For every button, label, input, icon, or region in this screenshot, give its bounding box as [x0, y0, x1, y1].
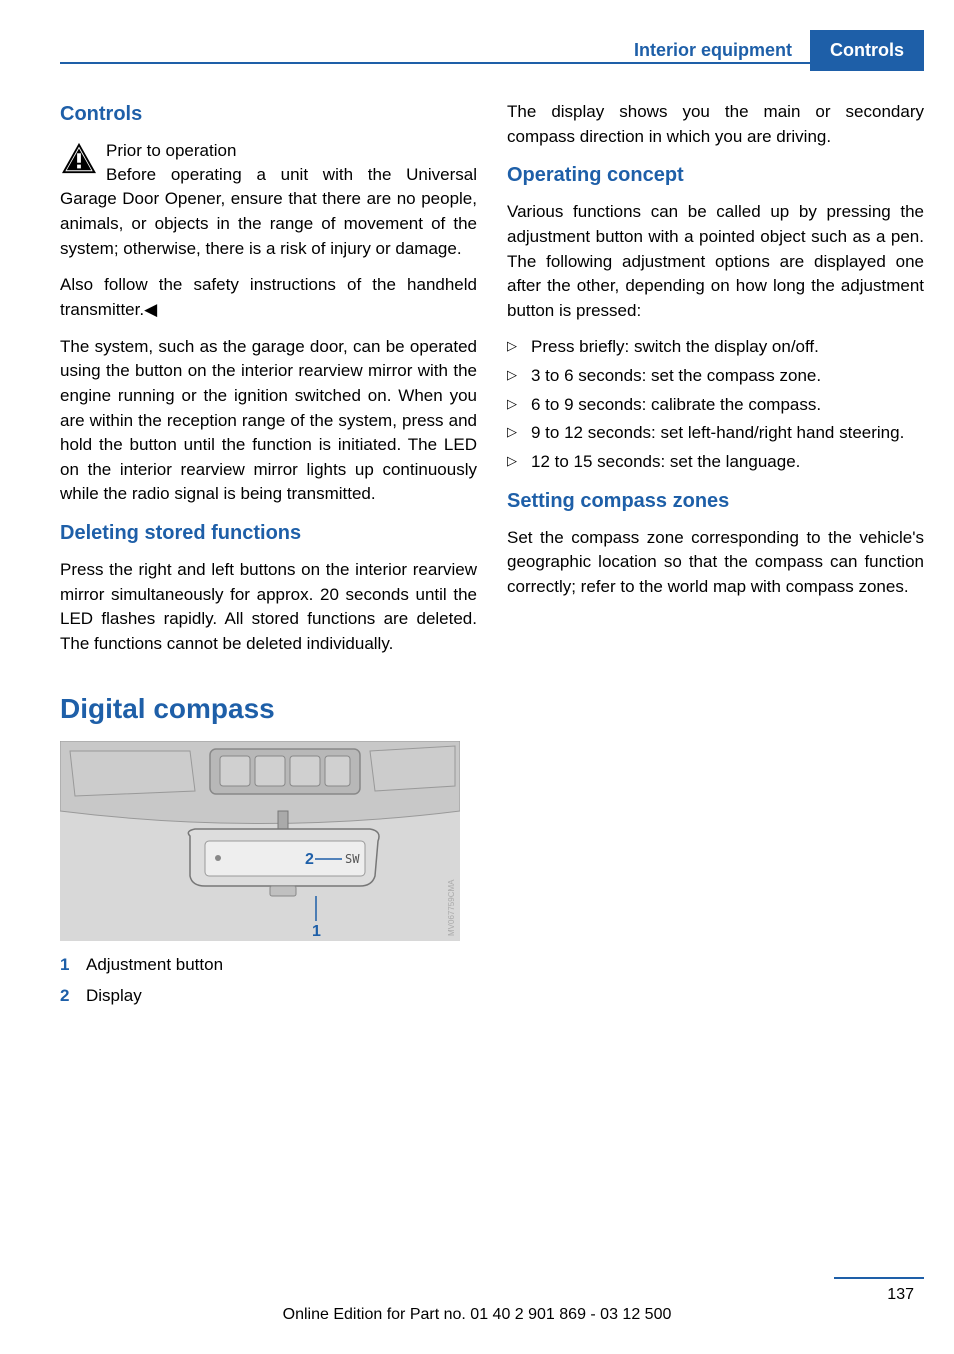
legend-num: 1: [60, 953, 86, 978]
deleting-heading: Deleting stored functions: [60, 519, 477, 548]
right-column: The display shows you the main or second…: [507, 90, 924, 1015]
compass-figure: 2 SW 1 MV067759CMA: [60, 741, 460, 941]
bullet-text: 12 to 15 seconds: set the language.: [531, 450, 924, 475]
compass-heading: Digital compass: [60, 689, 477, 730]
legend-text: Adjustment button: [86, 953, 477, 978]
figure-legend: 1 Adjustment button 2 Display: [60, 953, 477, 1008]
bullet-text: 3 to 6 seconds: set the compass zone.: [531, 364, 924, 389]
list-item: ▷ Press briefly: switch the display on/o…: [507, 335, 924, 360]
warning-block: Prior to operation Before operating a un…: [60, 139, 477, 261]
footer-text: Online Edition for Part no. 01 40 2 901 …: [0, 1306, 954, 1324]
bullet-list: ▷ Press briefly: switch the display on/o…: [507, 335, 924, 474]
list-item: ▷ 6 to 9 seconds: calibrate the compass.: [507, 393, 924, 418]
figure-watermark: MV067759CMA: [447, 879, 456, 936]
header-rule: [60, 62, 924, 64]
page-number: 137: [887, 1286, 914, 1304]
header-chapter: Controls: [810, 30, 924, 71]
figure-display-text: SW: [345, 852, 360, 866]
zones-paragraph: Set the compass zone corresponding to th…: [507, 526, 924, 600]
bullet-marker-icon: ▷: [507, 450, 531, 475]
list-item: ▷ 9 to 12 seconds: set left-hand/right h…: [507, 421, 924, 446]
deleting-paragraph: Press the right and left buttons on the …: [60, 558, 477, 657]
legend-row: 1 Adjustment button: [60, 953, 477, 978]
left-column: Controls Prior to operation Before opera…: [60, 90, 477, 1015]
legend-text: Display: [86, 984, 477, 1009]
bullet-marker-icon: ▷: [507, 393, 531, 418]
bullet-marker-icon: ▷: [507, 421, 531, 446]
intro-paragraph: The display shows you the main or second…: [507, 100, 924, 149]
bullet-text: Press briefly: switch the display on/off…: [531, 335, 924, 360]
figure-label-1: 1: [312, 923, 321, 940]
warning-title: Prior to operation: [60, 139, 477, 163]
bullet-text: 9 to 12 seconds: set left-hand/right han…: [531, 421, 924, 446]
operating-paragraph: Various functions can be called up by pr…: [507, 200, 924, 323]
operating-heading: Operating concept: [507, 161, 924, 190]
figure-label-2: 2: [305, 851, 314, 868]
warning-icon: [60, 141, 98, 175]
header-section: Interior equipment: [616, 30, 810, 71]
page-rule: [834, 1277, 924, 1279]
bullet-text: 6 to 9 seconds: calibrate the compass.: [531, 393, 924, 418]
zones-heading: Setting compass zones: [507, 487, 924, 516]
page-header: Interior equipment Controls: [616, 30, 924, 71]
warning-followup: Also follow the safety instructions of t…: [60, 273, 477, 322]
operation-paragraph: The system, such as the garage door, can…: [60, 335, 477, 507]
legend-row: 2 Display: [60, 984, 477, 1009]
bullet-marker-icon: ▷: [507, 335, 531, 360]
warning-body: Before operating a unit with the Univers…: [60, 163, 477, 262]
content-area: Controls Prior to operation Before opera…: [60, 90, 924, 1015]
legend-num: 2: [60, 984, 86, 1009]
list-item: ▷ 3 to 6 seconds: set the compass zone.: [507, 364, 924, 389]
list-item: ▷ 12 to 15 seconds: set the language.: [507, 450, 924, 475]
bullet-marker-icon: ▷: [507, 364, 531, 389]
controls-heading: Controls: [60, 100, 477, 129]
